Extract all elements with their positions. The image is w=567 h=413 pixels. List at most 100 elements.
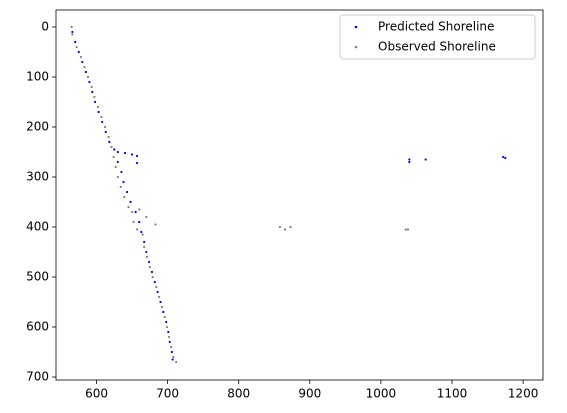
- point: [141, 233, 144, 236]
- point: [77, 50, 80, 54]
- point: [123, 151, 127, 155]
- point: [145, 250, 148, 254]
- point: [157, 295, 161, 299]
- point: [159, 300, 162, 304]
- x-tick-label: 700: [156, 387, 179, 401]
- point: [93, 95, 96, 99]
- point: [101, 120, 104, 124]
- x-tick-label: 600: [85, 387, 108, 401]
- point: [83, 65, 86, 69]
- point: [104, 130, 107, 134]
- point: [163, 315, 166, 319]
- point: [170, 350, 173, 354]
- point: [408, 160, 411, 164]
- legend-label: Observed Shoreline: [378, 40, 496, 54]
- point: [148, 260, 151, 264]
- y-tick-label: 500: [26, 270, 49, 284]
- point: [125, 190, 129, 194]
- point: [171, 358, 174, 361]
- point: [71, 33, 74, 36]
- point: [170, 345, 173, 349]
- point: [88, 80, 91, 84]
- point: [108, 140, 111, 144]
- point: [145, 215, 148, 219]
- point: [156, 290, 159, 294]
- point: [81, 60, 84, 64]
- point: [113, 148, 116, 151]
- point: [116, 160, 119, 164]
- point: [100, 115, 103, 119]
- point: [160, 305, 164, 309]
- point: [96, 105, 100, 109]
- point: [404, 228, 407, 231]
- point: [130, 210, 134, 214]
- point: [119, 185, 122, 189]
- point: [289, 225, 292, 229]
- point: [71, 30, 74, 34]
- point: [165, 320, 168, 324]
- point: [75, 45, 78, 49]
- point: [504, 156, 507, 160]
- point: [116, 150, 119, 154]
- point: [123, 195, 126, 199]
- point: [107, 135, 110, 139]
- y-tick-label: 200: [26, 120, 49, 134]
- point: [502, 155, 505, 159]
- point: [167, 330, 170, 334]
- point: [74, 40, 77, 44]
- point: [110, 145, 113, 149]
- point: [283, 228, 287, 231]
- legend-marker: [354, 45, 358, 49]
- y-tick-label: 100: [26, 70, 49, 84]
- point: [103, 125, 107, 129]
- x-tick-label: 800: [227, 387, 250, 401]
- point: [175, 360, 178, 364]
- point: [172, 355, 175, 359]
- point: [97, 110, 100, 114]
- point: [408, 158, 411, 161]
- point: [135, 161, 139, 165]
- legend-marker: [354, 25, 358, 29]
- point: [138, 208, 141, 211]
- point: [91, 90, 94, 94]
- point: [138, 220, 141, 224]
- point: [94, 100, 97, 104]
- point: [168, 340, 171, 344]
- point: [143, 240, 146, 244]
- point: [135, 154, 139, 158]
- point: [122, 180, 125, 184]
- point: [134, 210, 137, 214]
- point: [90, 85, 93, 89]
- point: [154, 223, 157, 226]
- y-tick-label: 0: [41, 20, 49, 34]
- point: [153, 280, 156, 284]
- point: [112, 155, 115, 159]
- point: [130, 153, 134, 156]
- point: [167, 335, 171, 339]
- point: [424, 158, 427, 161]
- point: [120, 170, 123, 174]
- y-tick-label: 400: [26, 220, 49, 234]
- y-tick-label: 700: [26, 370, 49, 384]
- x-tick-label: 1000: [366, 387, 397, 401]
- point: [135, 228, 139, 231]
- y-tick-label: 300: [26, 170, 49, 184]
- point: [143, 245, 146, 249]
- point: [148, 265, 151, 269]
- point: [79, 55, 82, 59]
- point: [165, 325, 169, 329]
- point: [132, 220, 135, 224]
- point: [406, 228, 410, 231]
- point: [145, 255, 149, 259]
- y-tick-label: 600: [26, 320, 49, 334]
- point: [70, 25, 73, 29]
- legend-box: [339, 14, 536, 60]
- x-tick-label: 900: [298, 387, 321, 401]
- point: [116, 175, 119, 179]
- point: [150, 270, 154, 274]
- point: [162, 310, 165, 314]
- plot-frame: [55, 9, 544, 381]
- x-tick-label: 1200: [508, 387, 539, 401]
- point: [155, 285, 158, 289]
